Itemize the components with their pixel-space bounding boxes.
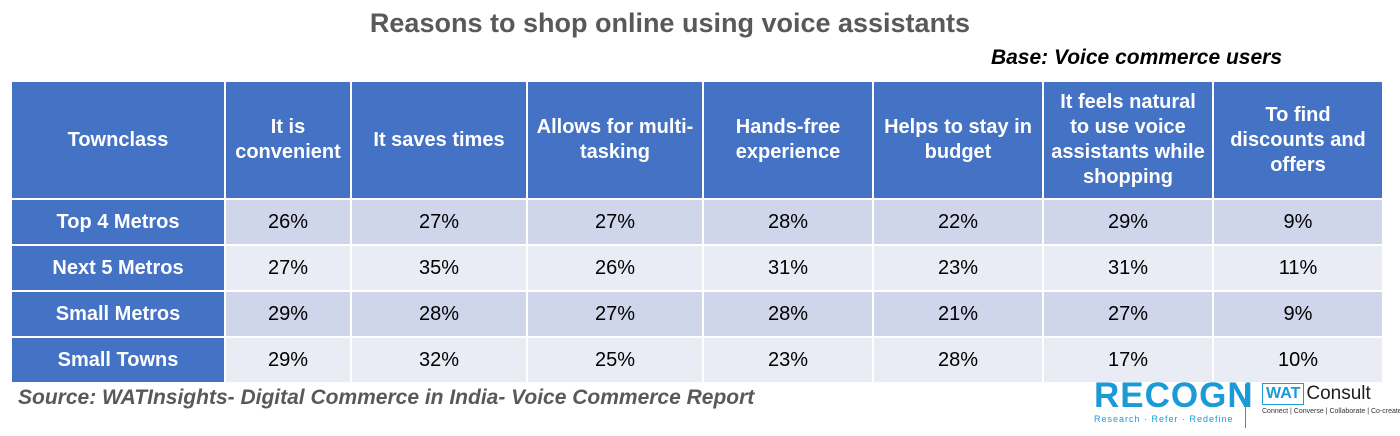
table-cell: 28% [872,336,1044,384]
table-cell: 25% [526,336,704,384]
watconsult-logo: WAT Consult Connect | Converse | Collabo… [1262,383,1400,415]
table-cell: 9% [1212,290,1384,338]
table-row: Small Metros 29% 28% 27% 28% 21% 27% 9% [10,290,1384,338]
table-cell: 28% [702,290,874,338]
table-row: Top 4 Metros 26% 27% 27% 28% 22% 29% 9% [10,198,1384,246]
row-header-label: Townclass [10,80,226,200]
column-header: To find discounts and offers [1212,80,1384,200]
row-label: Top 4 Metros [10,198,226,246]
table-row: Small Towns 29% 32% 25% 23% 28% 17% 10% [10,336,1384,384]
column-header: It is convenient [224,80,352,200]
table-cell: 27% [224,244,352,292]
table-cell: 29% [1042,198,1214,246]
column-header: Hands-free experience [702,80,874,200]
recogn-logo-word: RECOGN [1094,376,1254,415]
table-cell: 28% [350,290,528,338]
watconsult-logo-box: WAT [1262,383,1305,405]
table-cell: 10% [1212,336,1384,384]
table-cell: 29% [224,336,352,384]
table-row: Next 5 Metros 27% 35% 26% 31% 23% 31% 11… [10,244,1384,292]
column-header: Helps to stay in budget [872,80,1044,200]
source-note: Source: WATInsights- Digital Commerce in… [18,386,755,409]
column-header: Allows for multi-tasking [526,80,704,200]
row-label: Next 5 Metros [10,244,226,292]
recogn-logo: RECOGN Research · Refer · Redefine [1094,376,1254,425]
table-cell: 27% [1042,290,1214,338]
table-cell: 9% [1212,198,1384,246]
row-label: Small Towns [10,336,226,384]
column-header: It saves times [350,80,528,200]
table-cell: 26% [526,244,704,292]
table-cell: 32% [350,336,528,384]
column-header: It feels natural to use voice assistants… [1042,80,1214,200]
table-cell: 22% [872,198,1044,246]
table-cell: 23% [702,336,874,384]
table-cell: 21% [872,290,1044,338]
watconsult-logo-tagline: Connect | Converse | Collaborate | Co-cr… [1262,408,1400,415]
table-cell: 27% [526,290,704,338]
table-cell: 27% [350,198,528,246]
table-cell: 26% [224,198,352,246]
table-cell: 35% [350,244,528,292]
recogn-logo-tagline: Research · Refer · Redefine [1094,414,1234,424]
table-cell: 29% [224,290,352,338]
table-cell: 27% [526,198,704,246]
data-table: Townclass It is convenient It saves time… [10,80,1384,384]
row-label: Small Metros [10,290,226,338]
table-cell: 11% [1212,244,1384,292]
table-cell: 31% [702,244,874,292]
chart-title: Reasons to shop online using voice assis… [369,8,971,38]
logo-divider [1245,384,1246,428]
base-note: Base: Voice commerce users [990,46,1282,69]
table-cell: 17% [1042,336,1214,384]
table-cell: 23% [872,244,1044,292]
table-cell: 28% [702,198,874,246]
header-row: Townclass It is convenient It saves time… [10,80,1384,200]
watconsult-logo-word: Consult [1306,383,1371,404]
table-cell: 31% [1042,244,1214,292]
